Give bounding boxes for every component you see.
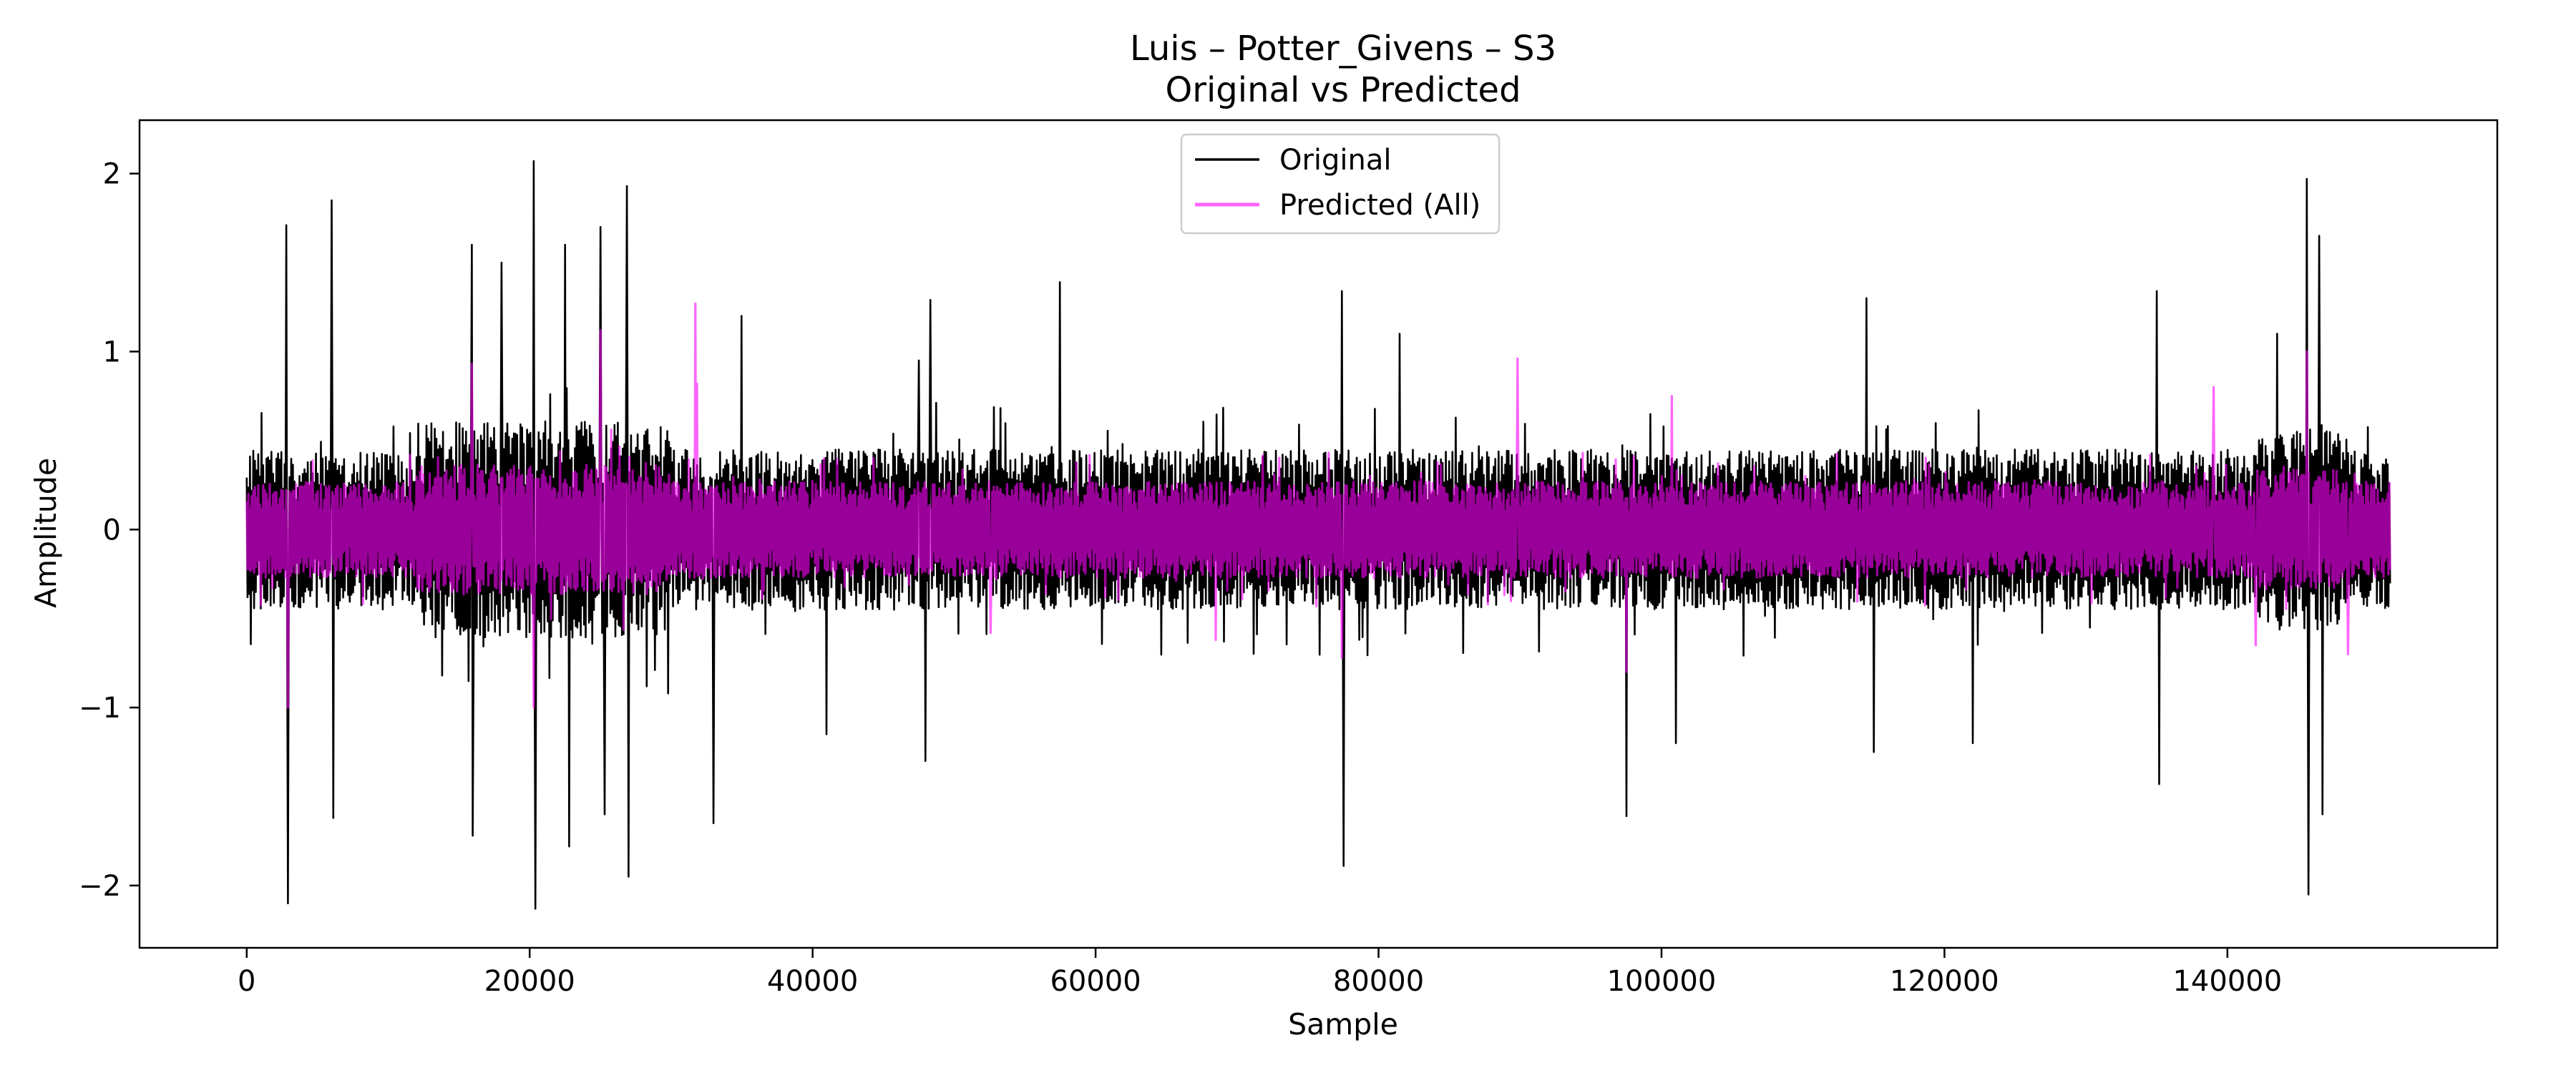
x-tick-label: 40000	[767, 965, 858, 998]
chart-title: Luis – Potter_Givens – S3	[1130, 29, 1556, 69]
plot-frame	[138, 119, 2499, 949]
y-axis: −2 −1 0 1 2	[79, 158, 140, 903]
y-tick-label: 0	[103, 514, 121, 547]
x-axis: 0 20000 40000 60000 80000 100000 120000 140000	[238, 948, 2282, 998]
x-tick-label: 0	[238, 965, 255, 998]
chart-subtitle: Original vs Predicted	[1165, 70, 1521, 110]
x-axis-label: Sample	[1288, 1007, 1398, 1042]
legend-frame	[1180, 133, 1501, 235]
x-tick-label: 100000	[1607, 965, 1717, 998]
x-tick-label: 20000	[484, 965, 575, 998]
x-tick-label: 140000	[2172, 965, 2282, 998]
series-predicted	[245, 302, 2391, 709]
y-tick-label: 1	[103, 335, 121, 368]
y-tick-label: 2	[103, 158, 121, 191]
x-tick-label: 80000	[1333, 965, 1424, 998]
plot-area	[138, 119, 2499, 949]
x-tick-label: 120000	[1890, 965, 1999, 998]
y-tick-label: −2	[79, 870, 121, 903]
y-axis-label: Amplitude	[29, 458, 63, 608]
series-line-predicted	[245, 302, 2391, 709]
y-tick-label: −1	[79, 692, 121, 725]
legend-label-original: Original	[1279, 144, 1392, 177]
legend-label-predicted: Predicted (All)	[1279, 189, 1480, 222]
legend: Original Predicted (All)	[1180, 133, 1501, 235]
x-tick-label: 60000	[1050, 965, 1141, 998]
